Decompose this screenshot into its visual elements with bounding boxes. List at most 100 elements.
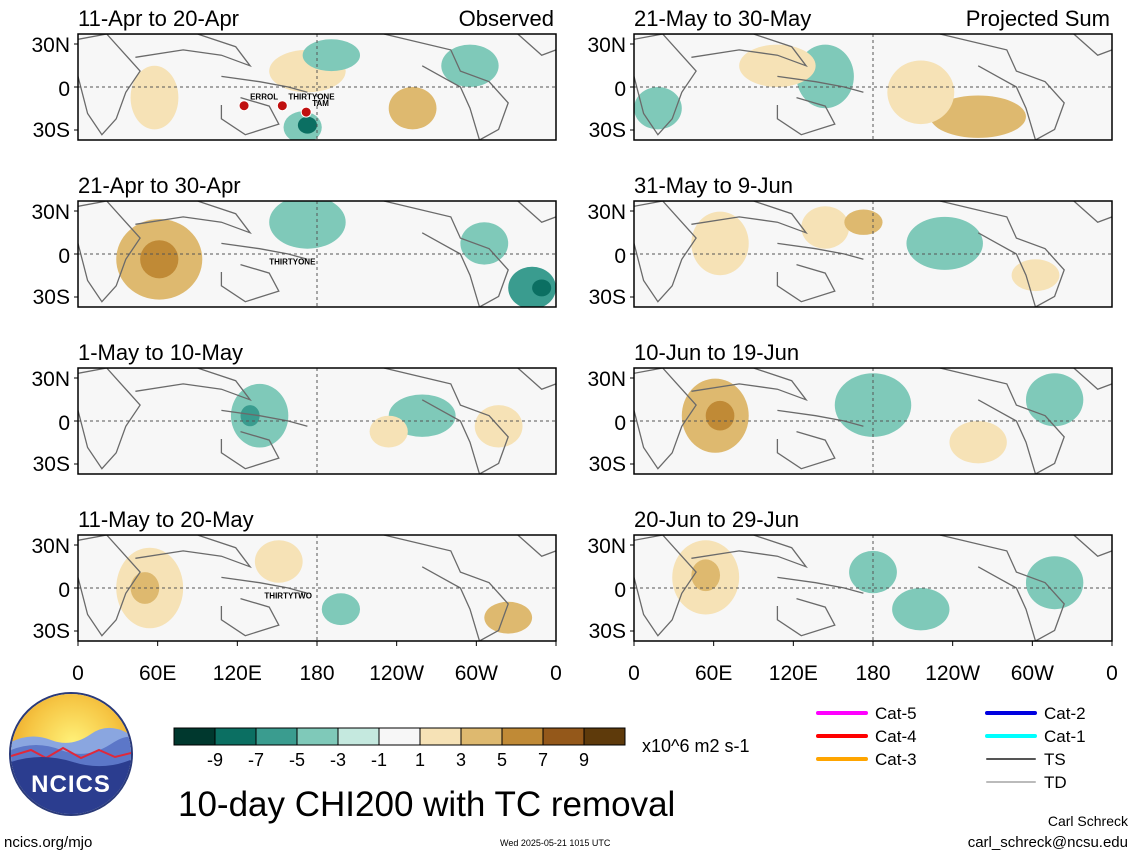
storm-marker xyxy=(276,100,288,112)
lat-label: 0 xyxy=(614,245,626,268)
panel-date-range: 10-Jun to 19-Jun xyxy=(634,340,799,365)
lat-label: 0 xyxy=(614,579,626,602)
colorbar-tick: -1 xyxy=(371,750,387,770)
logo-graphic xyxy=(11,694,131,814)
coastlines xyxy=(634,34,1112,140)
colorbar: -9 -7 -5 -3 -1 1 3 5 7 9 x10^6 m2 s-1 xyxy=(173,727,750,770)
lat-label: 30S xyxy=(33,119,70,142)
anomaly-region xyxy=(484,601,533,634)
panel-section-label: Projected Sum xyxy=(966,6,1110,31)
anomaly-region xyxy=(302,39,361,72)
map-panel: 21-May to 30-May Projected Sum 30N 0 30S xyxy=(587,6,1113,142)
colorbar-swatch xyxy=(583,727,626,746)
storm-label: THIRTYTWO xyxy=(264,592,312,601)
colorbar-tick: 1 xyxy=(415,750,425,770)
ncics-logo: NCICS xyxy=(9,692,133,816)
tc-legend: Cat-5 Cat-2 Cat-4 Cat-1 Cat-3 TS TD xyxy=(816,704,1086,792)
lat-label: 30N xyxy=(31,368,70,391)
legend-label: Cat-5 xyxy=(875,704,917,723)
lon-label: 60E xyxy=(695,662,732,685)
anomaly-region xyxy=(1011,259,1060,292)
colorbar-swatch xyxy=(542,727,585,746)
coastlines xyxy=(634,368,1112,474)
anomaly-region xyxy=(634,87,682,130)
anomaly-region xyxy=(297,116,317,134)
colorbar-tick: -9 xyxy=(207,750,223,770)
credit-name: Carl Schreck xyxy=(1047,813,1128,829)
logo-label: NCICS xyxy=(31,771,111,798)
anomaly-region xyxy=(441,44,499,87)
map-panel: 11-May to 20-May THIRTYTWO 30N 0 30S xyxy=(31,507,557,643)
lat-label: 30S xyxy=(589,620,626,643)
anomaly-region xyxy=(739,44,816,87)
lon-label: 60W xyxy=(455,662,498,685)
lat-label: 30S xyxy=(589,119,626,142)
legend-label: TD xyxy=(1044,773,1067,792)
anomaly-region xyxy=(321,593,361,626)
colorbar-swatch xyxy=(501,727,544,746)
lat-label: 0 xyxy=(614,412,626,435)
colorbar-swatch xyxy=(337,727,380,746)
lon-label: 120W xyxy=(925,662,980,685)
lat-label: 30N xyxy=(31,201,70,224)
anomaly-region xyxy=(949,421,1007,464)
storm-marker xyxy=(238,100,250,112)
colorbar-tick: 3 xyxy=(456,750,466,770)
coastlines xyxy=(78,535,556,641)
colorbar-tick: -7 xyxy=(248,750,264,770)
panel-section-label: Observed xyxy=(459,6,554,31)
legend-label: Cat-2 xyxy=(1044,704,1086,723)
colorbar-swatch xyxy=(419,727,462,746)
anomaly-region xyxy=(130,65,179,130)
anomaly-region xyxy=(140,240,179,279)
lon-label: 120E xyxy=(213,662,262,685)
lon-label: 120W xyxy=(369,662,424,685)
lat-label: 30S xyxy=(589,453,626,476)
credit-email[interactable]: carl_schreck@ncsu.edu xyxy=(967,834,1128,851)
anomaly-region xyxy=(844,209,883,235)
panel-date-range: 11-Apr to 20-Apr xyxy=(78,6,239,31)
coastlines xyxy=(634,535,1112,641)
anomaly-region xyxy=(892,588,950,631)
panel-date-range: 31-May to 9-Jun xyxy=(634,173,793,198)
lon-label: 180 xyxy=(855,662,890,685)
anomaly-region xyxy=(906,216,983,270)
legend-label: Cat-4 xyxy=(875,727,917,746)
storm-marker xyxy=(300,106,312,118)
lat-label: 30N xyxy=(587,201,626,224)
lat-label: 30S xyxy=(589,286,626,309)
anomaly-region xyxy=(801,206,850,249)
lat-label: 30S xyxy=(33,286,70,309)
lon-label: 0 xyxy=(628,662,640,685)
panel-date-range: 1-May to 10-May xyxy=(78,340,243,365)
lon-label: 120E xyxy=(769,662,818,685)
footer-url[interactable]: ncics.org/mjo xyxy=(4,834,93,851)
anomaly-region xyxy=(269,201,346,249)
lon-label: 60W xyxy=(1011,662,1054,685)
anomaly-region xyxy=(887,60,955,125)
anomaly-region xyxy=(369,415,408,448)
map-panel: 1-May to 10-May 30N 0 30S xyxy=(31,340,557,476)
anomaly-region xyxy=(691,559,721,592)
panel-date-range: 21-Apr to 30-Apr xyxy=(78,173,241,198)
lat-label: 30S xyxy=(33,620,70,643)
anomaly-region xyxy=(1025,373,1084,427)
lon-label: 0 xyxy=(550,662,562,685)
lat-label: 0 xyxy=(58,412,70,435)
anomaly-region xyxy=(508,266,556,307)
lon-label: 0 xyxy=(1106,662,1118,685)
panel-date-range: 20-Jun to 29-Jun xyxy=(634,507,799,532)
anomaly-region xyxy=(532,279,552,297)
storm-label: TAM xyxy=(312,99,329,108)
coastlines xyxy=(78,201,556,307)
colorbar-tick: -3 xyxy=(330,750,346,770)
lat-label: 30N xyxy=(587,368,626,391)
colorbar-swatch xyxy=(173,727,216,746)
colorbar-tick: -5 xyxy=(289,750,305,770)
anomaly-region xyxy=(388,87,437,130)
lon-label: 60E xyxy=(139,662,176,685)
colorbar-swatch xyxy=(460,727,503,746)
panel-date-range: 11-May to 20-May xyxy=(78,507,254,532)
coastlines xyxy=(78,368,556,474)
